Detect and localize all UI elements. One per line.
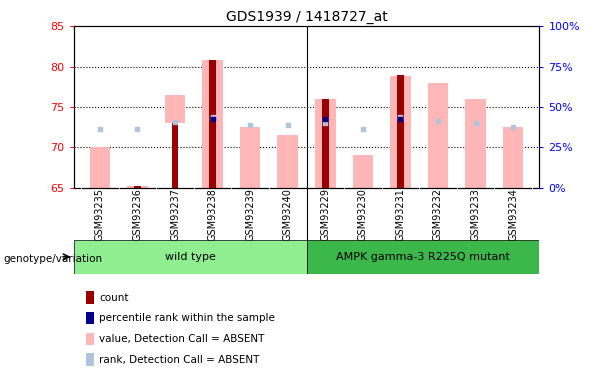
- Bar: [134, 186, 141, 188]
- Text: value, Detection Call = ABSENT: value, Detection Call = ABSENT: [99, 334, 265, 344]
- FancyBboxPatch shape: [74, 240, 306, 274]
- Text: GSM93236: GSM93236: [132, 188, 142, 241]
- Text: GSM93231: GSM93231: [395, 188, 405, 241]
- Text: AMPK gamma-3 R225Q mutant: AMPK gamma-3 R225Q mutant: [336, 252, 510, 262]
- Bar: [172, 123, 178, 188]
- Text: GSM93238: GSM93238: [208, 188, 218, 241]
- Text: GSM93239: GSM93239: [245, 188, 255, 241]
- Text: GSM93234: GSM93234: [508, 188, 518, 241]
- Bar: [209, 60, 216, 188]
- Text: percentile rank within the sample: percentile rank within the sample: [99, 314, 275, 323]
- Bar: [127, 186, 148, 188]
- Bar: [202, 60, 223, 188]
- Bar: [165, 95, 185, 123]
- Bar: [278, 135, 298, 188]
- Text: wild type: wild type: [165, 252, 215, 262]
- Bar: [352, 155, 373, 188]
- Bar: [315, 99, 336, 188]
- Title: GDS1939 / 1418727_at: GDS1939 / 1418727_at: [226, 10, 387, 24]
- Text: rank, Detection Call = ABSENT: rank, Detection Call = ABSENT: [99, 355, 260, 364]
- FancyBboxPatch shape: [306, 240, 539, 274]
- Text: GSM93230: GSM93230: [358, 188, 368, 241]
- Text: GSM93229: GSM93229: [320, 188, 330, 242]
- Text: count: count: [99, 293, 129, 303]
- Bar: [322, 99, 329, 188]
- Text: GSM93237: GSM93237: [170, 188, 180, 242]
- Bar: [240, 127, 261, 188]
- Text: GSM93235: GSM93235: [95, 188, 105, 242]
- Text: GSM93232: GSM93232: [433, 188, 443, 242]
- Text: GSM93233: GSM93233: [471, 188, 481, 241]
- Text: GSM93240: GSM93240: [283, 188, 293, 241]
- Bar: [390, 76, 411, 188]
- Text: genotype/variation: genotype/variation: [3, 254, 102, 264]
- Bar: [397, 75, 404, 188]
- Bar: [465, 99, 486, 188]
- Bar: [503, 127, 524, 188]
- Bar: [428, 83, 448, 188]
- Bar: [89, 147, 110, 188]
